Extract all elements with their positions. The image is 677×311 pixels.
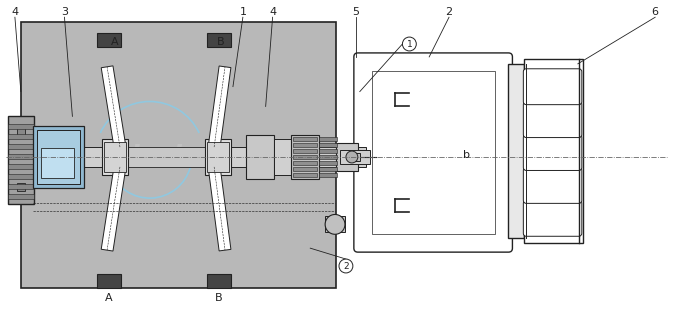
Bar <box>319 161 337 165</box>
Bar <box>524 59 583 243</box>
Bar <box>97 33 121 47</box>
Bar <box>246 135 274 179</box>
Bar <box>319 149 337 153</box>
Bar <box>319 143 337 147</box>
Bar <box>17 183 25 191</box>
Bar <box>97 274 121 288</box>
Circle shape <box>325 215 345 234</box>
Bar <box>274 139 291 175</box>
Bar <box>207 274 231 288</box>
Text: hydrotech: hydrotech <box>130 144 273 168</box>
Text: B: B <box>215 293 223 303</box>
Bar <box>102 139 128 175</box>
Bar <box>336 143 358 171</box>
Circle shape <box>346 151 358 163</box>
Bar <box>34 147 366 167</box>
Bar <box>207 33 231 47</box>
Circle shape <box>79 85 221 227</box>
Bar <box>325 216 345 232</box>
Bar <box>291 135 319 179</box>
Text: 5: 5 <box>352 7 359 17</box>
Circle shape <box>339 259 353 273</box>
Bar <box>319 137 337 141</box>
Bar <box>508 64 524 238</box>
Circle shape <box>402 37 416 51</box>
Bar <box>8 116 34 204</box>
Bar <box>21 22 336 288</box>
Text: 4: 4 <box>269 7 276 17</box>
Bar <box>293 149 318 153</box>
Text: B: B <box>217 37 225 47</box>
Bar <box>8 154 34 159</box>
Bar <box>293 167 318 171</box>
Bar <box>8 164 34 169</box>
Text: A: A <box>111 37 119 47</box>
Text: 1: 1 <box>240 7 246 17</box>
Bar <box>104 142 126 172</box>
Bar <box>8 184 34 189</box>
Text: b: b <box>463 150 471 160</box>
Text: 3: 3 <box>61 7 68 17</box>
Bar <box>17 128 25 136</box>
Bar <box>8 134 34 139</box>
Polygon shape <box>21 126 34 196</box>
FancyBboxPatch shape <box>354 53 512 252</box>
Bar <box>205 139 231 175</box>
FancyBboxPatch shape <box>523 102 582 137</box>
Bar <box>354 153 359 161</box>
Polygon shape <box>101 166 126 251</box>
Polygon shape <box>209 166 231 251</box>
Polygon shape <box>102 66 126 148</box>
Bar <box>8 194 34 199</box>
Text: 2: 2 <box>343 262 349 271</box>
Bar <box>372 71 495 234</box>
Bar <box>293 161 318 165</box>
Bar <box>293 155 318 159</box>
Bar <box>8 144 34 149</box>
Text: 4: 4 <box>12 7 18 17</box>
FancyBboxPatch shape <box>523 69 582 105</box>
Bar <box>319 173 337 177</box>
Text: 1: 1 <box>406 39 412 49</box>
Polygon shape <box>209 66 231 148</box>
FancyBboxPatch shape <box>523 200 582 236</box>
FancyBboxPatch shape <box>523 135 582 170</box>
Text: 6: 6 <box>652 7 659 17</box>
Bar <box>128 147 205 167</box>
Bar <box>41 148 74 178</box>
Bar <box>207 142 229 172</box>
Text: 2: 2 <box>445 7 452 17</box>
Bar <box>8 124 34 129</box>
Text: A: A <box>105 293 113 303</box>
Bar <box>8 174 34 179</box>
Bar <box>319 155 337 159</box>
Bar <box>37 130 81 184</box>
Bar <box>293 137 318 141</box>
Bar <box>340 150 370 164</box>
Bar <box>32 126 85 188</box>
Bar <box>293 143 318 147</box>
Bar <box>293 173 318 177</box>
FancyBboxPatch shape <box>523 168 582 203</box>
Bar <box>319 167 337 171</box>
